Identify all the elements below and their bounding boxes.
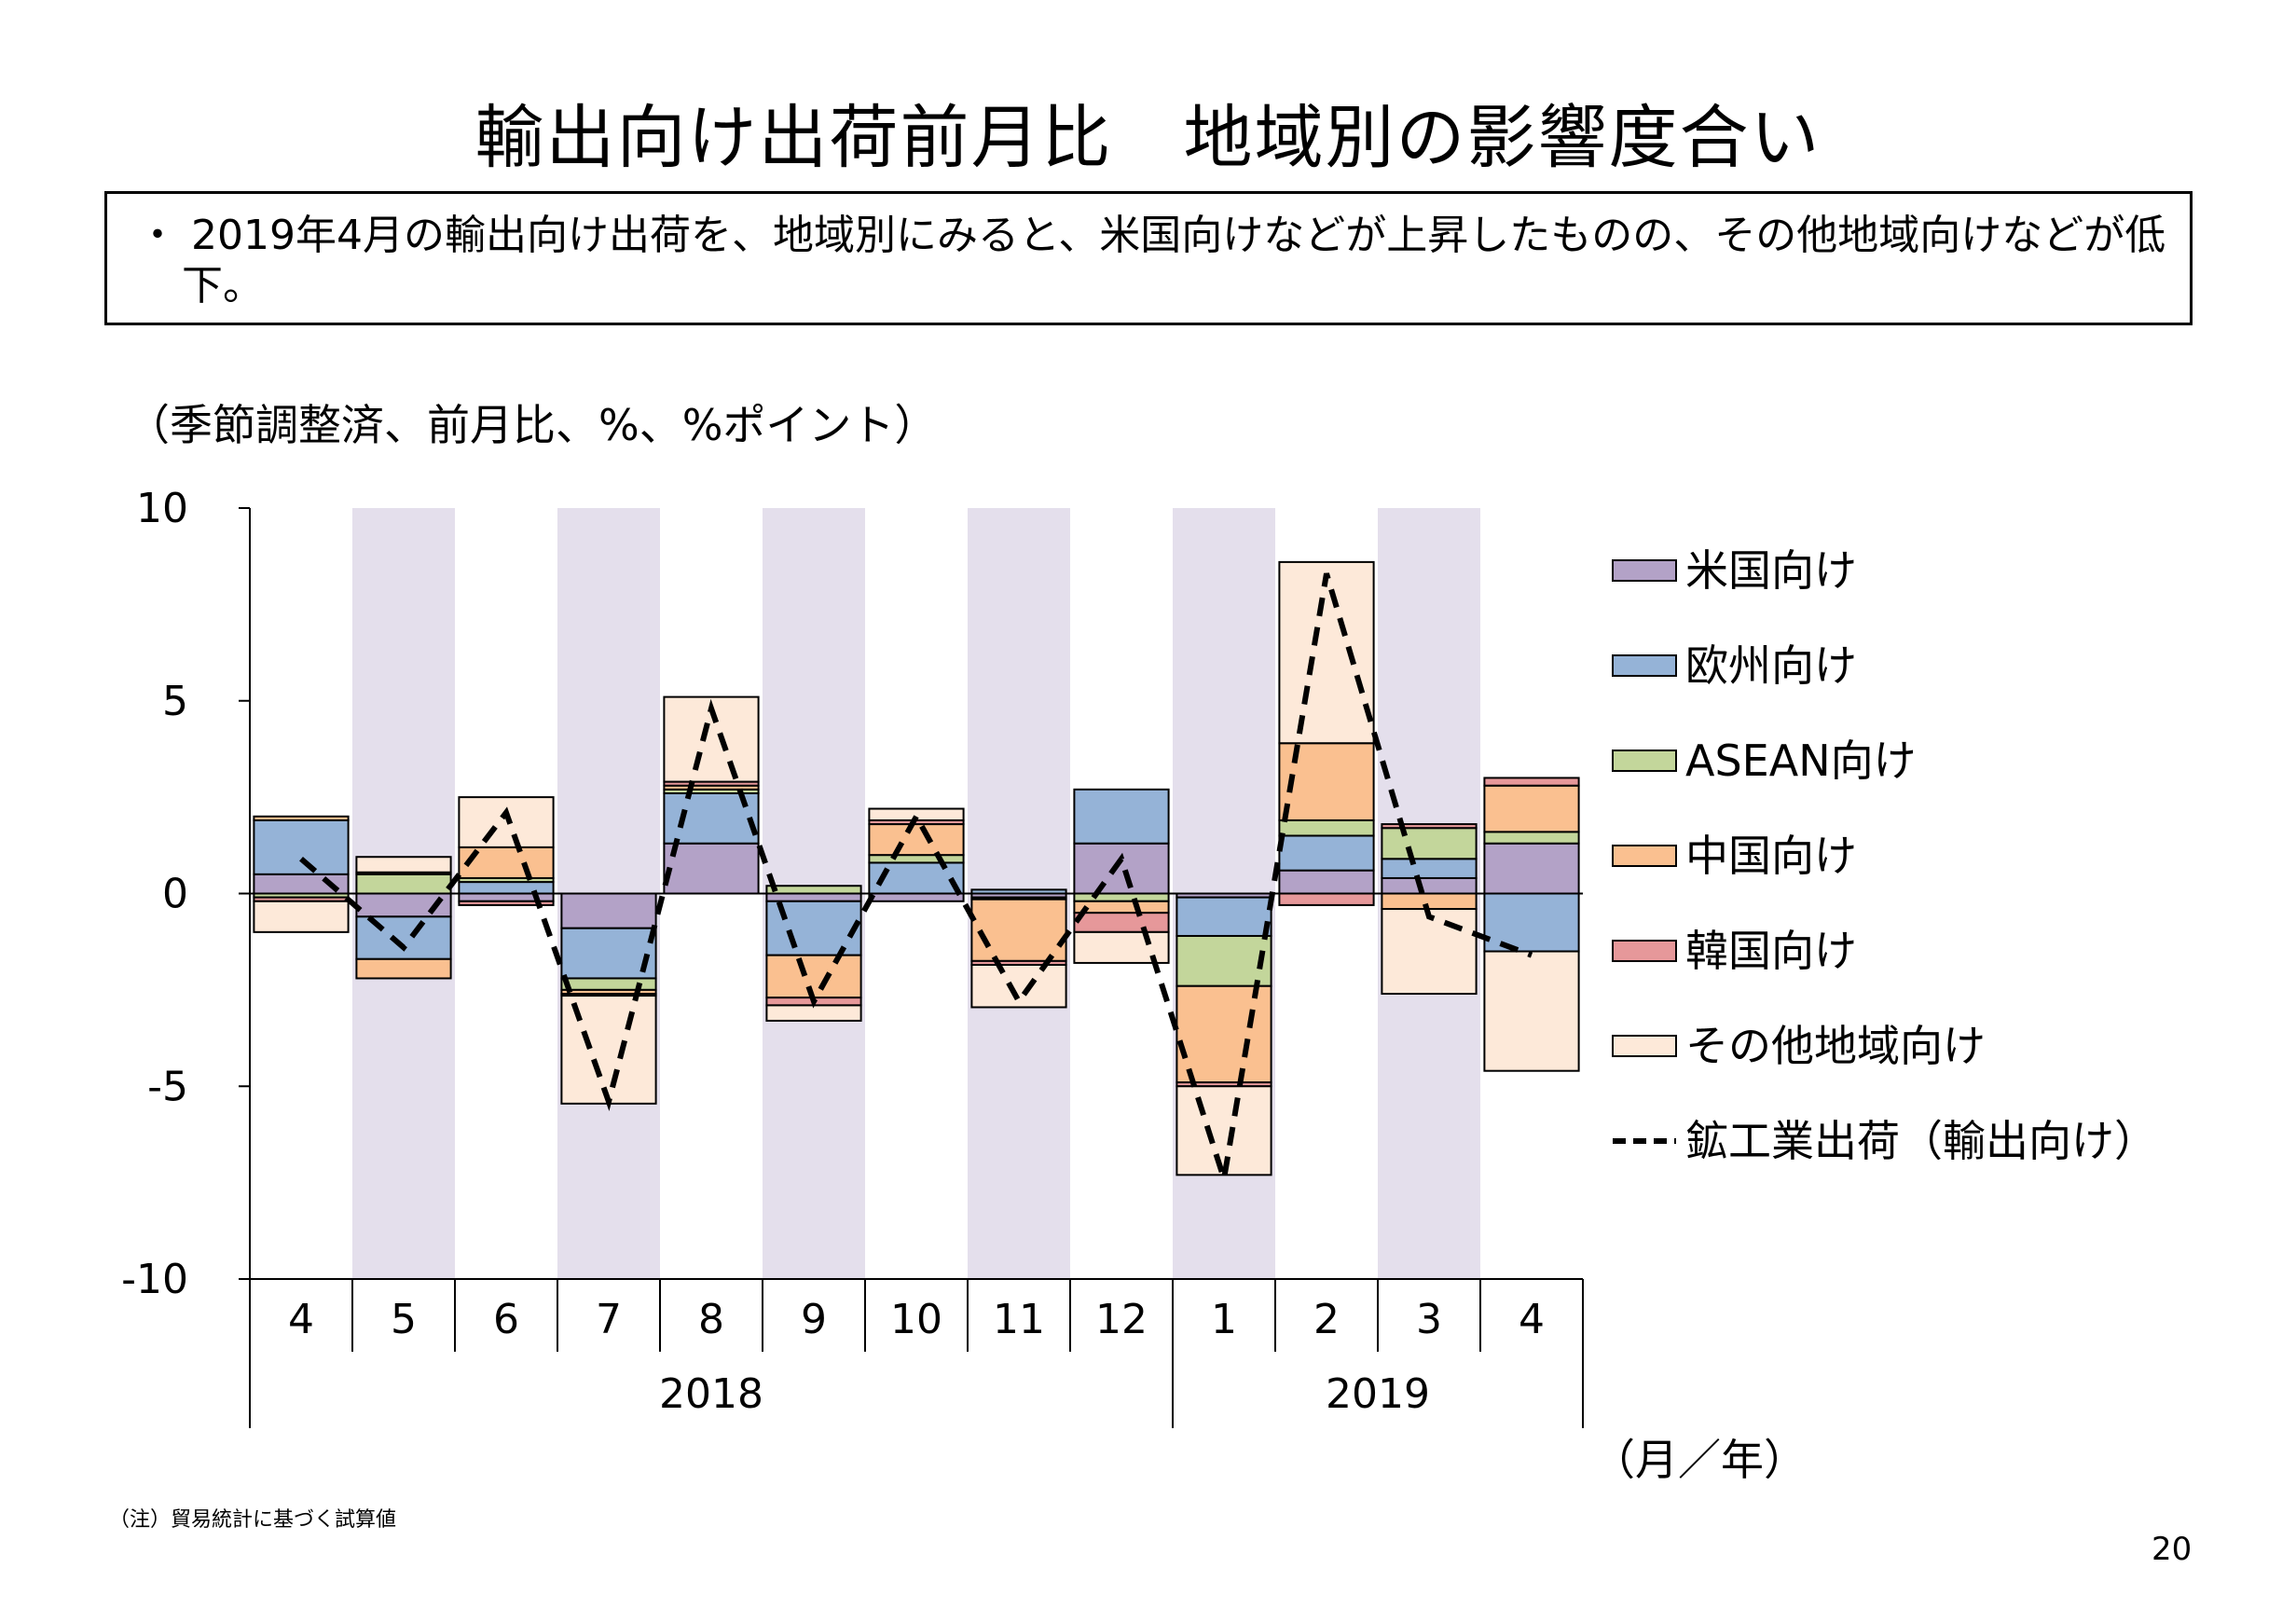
y-tick-label: 10 [136,485,188,532]
bar-segment [1381,908,1478,996]
bar-segment [1483,950,1580,1072]
y-tick-label: -10 [121,1256,188,1303]
bar-segment [355,856,452,873]
bar-segment [1175,984,1272,1084]
bar-segment [1483,777,1580,787]
y-tick-label: 0 [162,871,188,918]
x-tick-label: 7 [596,1296,622,1343]
bar-segment [253,818,350,875]
x-tick-label: 5 [391,1296,417,1343]
bar-segment [355,915,452,960]
bar-segment [868,823,965,857]
legend-swatch [1612,750,1677,772]
bar-segment [1483,892,1580,953]
line-series [299,572,1533,1180]
bar-segment [663,842,760,895]
bar-segment [1278,892,1375,906]
bar-segment [765,954,862,999]
page-title: 輸出向け出荷前月比 地域別の影響度合い [474,98,1822,178]
y-tick-label: -5 [147,1063,188,1110]
summary-box: ・ 2019年4月の輸出向け出荷を、地域別にみると、米国向けなどが上昇したものの… [104,191,2193,325]
bar-segment [1483,784,1580,833]
bar-segment [1073,788,1170,845]
x-tick-label: 10 [890,1296,942,1343]
bar-segment [1073,912,1170,933]
bar-segment [765,892,862,902]
x-tick-label: 12 [1095,1296,1148,1343]
bar-segment [1483,842,1580,895]
x-tick-label: 9 [801,1296,827,1343]
units-label: （季節調整済、前月比、%、%ポイント） [127,400,938,450]
bar-segment [1278,834,1375,872]
legend-label: 中国向け [1685,831,1857,881]
bar-segment [458,900,555,906]
x-tick-label: 1 [1211,1296,1237,1343]
year-label: 2019 [1326,1370,1430,1418]
x-tick-label: 11 [993,1296,1045,1343]
bar-segment [1381,827,1478,860]
page-number: 20 [2152,1531,2193,1568]
bar-segment [1381,876,1478,895]
legend-label: 米国向け [1685,545,1857,596]
x-tick-label: 4 [1519,1296,1545,1343]
bar-segment [970,963,1067,1009]
x-axis-unit-label: （月／年） [1592,1435,1807,1485]
bar-segment [1278,560,1375,745]
bar-segment [1175,896,1272,937]
bar-segment [355,957,452,980]
bar-segment [1381,892,1478,911]
industrial-shipments-line [299,572,1533,1180]
legend-swatch [1612,559,1677,582]
bar-segment [1278,869,1375,895]
legend-swatch [1612,940,1677,962]
legend-swatch [1612,654,1677,677]
bar-segment [1073,842,1170,895]
year-label: 2018 [659,1370,763,1418]
bar-segment [1483,831,1580,845]
bar-segment [560,927,657,980]
summary-text: ・ 2019年4月の輸出向け出荷を、地域別にみると、米国向けなどが上昇したものの… [137,212,2166,309]
bar-segment [868,854,965,864]
x-tick-label: 2 [1313,1296,1340,1343]
legend-swatch [1612,1035,1677,1057]
bar-segment [1175,1085,1272,1176]
x-tick-label: 3 [1416,1296,1442,1343]
x-tick-label: 4 [288,1296,314,1343]
bar-segment [1381,858,1478,879]
bar-segment [970,898,1067,962]
bar-segment [868,892,965,902]
bar-segment [1381,823,1478,830]
legend-label: 欧州向け [1685,640,1857,691]
bar-segment [765,885,862,895]
bar-segment [458,881,555,895]
legend-label: 韓国向け [1685,926,1857,976]
bar-segment [1278,818,1375,837]
legend-label: その他地域向け [1685,1021,1986,1071]
bar-segment [355,873,452,895]
footnote: （注）貿易統計に基づく試算値 [109,1508,397,1532]
bar-segment [1073,900,1170,915]
y-tick-label: 5 [162,678,188,725]
legend-label: 鉱工業出荷（輸出向け） [1685,1116,2157,1166]
bar-segment [253,900,350,933]
bar-segment [458,796,555,848]
bar-segment [560,892,657,929]
x-tick-label: 6 [493,1296,519,1343]
bar-segment [1175,934,1272,987]
legend-swatch [1612,845,1677,867]
bar-segment [1073,892,1170,902]
legend-label: ASEAN向け [1685,736,1917,786]
bar-segment [253,815,350,821]
bar-segment [765,1004,862,1022]
x-tick-label: 8 [698,1296,724,1343]
